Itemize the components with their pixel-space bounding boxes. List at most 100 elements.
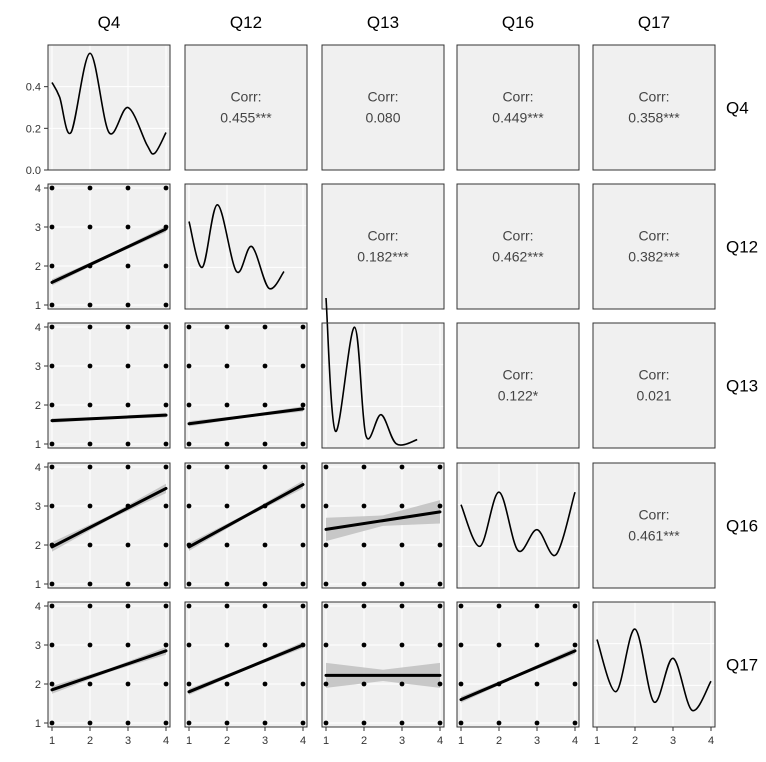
panel-border xyxy=(592,322,716,449)
panel-q12-q17: Corr: 0.382*** xyxy=(592,183,716,310)
y-tick-label: 3 xyxy=(35,222,41,234)
x-tick-label: 3 xyxy=(399,735,405,747)
data-point xyxy=(323,681,329,687)
data-point xyxy=(300,464,306,470)
data-point xyxy=(262,441,268,447)
panel-background xyxy=(457,184,579,309)
panel-q17-q16 xyxy=(456,601,580,728)
column-label-q4: Q4 xyxy=(98,13,121,32)
corr-label: Corr: xyxy=(502,367,533,383)
panel-q13-q13 xyxy=(321,297,445,449)
data-point xyxy=(300,503,306,509)
panel-q4-q16: Corr: 0.449*** xyxy=(456,44,580,171)
x-tick-label: 3 xyxy=(125,735,131,747)
y-tick-label: 0.2 xyxy=(26,123,41,135)
data-point xyxy=(49,642,55,648)
x-tick-label: 1 xyxy=(186,735,192,747)
corr-label: Corr: xyxy=(367,89,398,105)
panel-border xyxy=(456,601,580,728)
data-point xyxy=(186,402,192,408)
data-point xyxy=(262,464,268,470)
data-point xyxy=(399,542,405,548)
panel-background xyxy=(457,463,579,588)
y-tick-label: 1 xyxy=(35,439,41,451)
data-point xyxy=(437,503,443,509)
data-point xyxy=(163,581,169,587)
y-tick-label: 1 xyxy=(35,718,41,730)
x-tick-label: 2 xyxy=(87,735,93,747)
y-tick-label: 3 xyxy=(35,640,41,652)
data-point xyxy=(87,503,93,509)
data-point xyxy=(87,324,93,330)
data-point xyxy=(186,503,192,509)
y-tick-label: 4 xyxy=(35,462,41,474)
data-point xyxy=(224,464,230,470)
corr-value: 0.358*** xyxy=(628,110,680,126)
corr-label: Corr: xyxy=(638,228,669,244)
data-point xyxy=(87,185,93,191)
column-label-q17: Q17 xyxy=(638,13,670,32)
y-tick-label: 2 xyxy=(35,261,41,273)
panel-background xyxy=(322,602,444,727)
corr-value: 0.461*** xyxy=(628,528,680,544)
x-tick-label: 2 xyxy=(632,735,638,747)
data-point xyxy=(163,402,169,408)
row-label-q12: Q12 xyxy=(726,238,758,257)
corr-label: Corr: xyxy=(502,89,533,105)
corr-value: 0.449*** xyxy=(492,110,544,126)
regression-line xyxy=(187,407,305,426)
data-point xyxy=(437,603,443,609)
data-point xyxy=(49,263,55,269)
data-point xyxy=(534,642,540,648)
panel-border xyxy=(321,44,445,171)
data-point xyxy=(300,681,306,687)
data-point xyxy=(163,642,169,648)
corr-value: 0.021 xyxy=(636,388,671,404)
data-point xyxy=(300,720,306,726)
regression-line xyxy=(50,649,168,692)
data-point xyxy=(125,642,131,648)
data-point xyxy=(163,363,169,369)
corr-value: 0.122* xyxy=(498,388,539,404)
data-point xyxy=(49,720,55,726)
data-point xyxy=(300,363,306,369)
data-point xyxy=(262,720,268,726)
data-point xyxy=(49,503,55,509)
panel-q4-q17: Corr: 0.358*** xyxy=(592,44,716,171)
panel-background xyxy=(593,602,715,727)
y-tick-label: 1 xyxy=(35,579,41,591)
data-point xyxy=(163,464,169,470)
panel-q12-q13: Corr: 0.182*** xyxy=(321,183,445,310)
data-point xyxy=(458,681,464,687)
data-point xyxy=(87,302,93,308)
regression-line xyxy=(187,643,305,694)
corr-label: Corr: xyxy=(638,89,669,105)
data-point xyxy=(125,464,131,470)
density-curve-q12 xyxy=(188,203,285,290)
data-point xyxy=(323,581,329,587)
data-point xyxy=(125,441,131,447)
data-point xyxy=(262,542,268,548)
x-tick-label: 3 xyxy=(534,735,540,747)
panel-border xyxy=(456,462,580,589)
column-label-q16: Q16 xyxy=(502,13,534,32)
data-point xyxy=(534,603,540,609)
panel-border xyxy=(456,183,580,310)
data-point xyxy=(300,324,306,330)
data-point xyxy=(125,603,131,609)
data-point xyxy=(125,263,131,269)
data-point xyxy=(262,681,268,687)
panel-background xyxy=(322,184,444,309)
panel-border xyxy=(456,44,580,171)
panel-q16-q17: Corr: 0.461*** xyxy=(592,462,716,589)
data-point xyxy=(458,720,464,726)
data-point xyxy=(163,263,169,269)
data-point xyxy=(458,603,464,609)
panel-border xyxy=(321,183,445,310)
data-point xyxy=(399,581,405,587)
panel-q12-q4 xyxy=(47,183,171,310)
panel-border xyxy=(321,462,445,589)
panel-background xyxy=(185,323,307,448)
data-point xyxy=(437,681,443,687)
corr-value: 0.462*** xyxy=(492,249,544,265)
